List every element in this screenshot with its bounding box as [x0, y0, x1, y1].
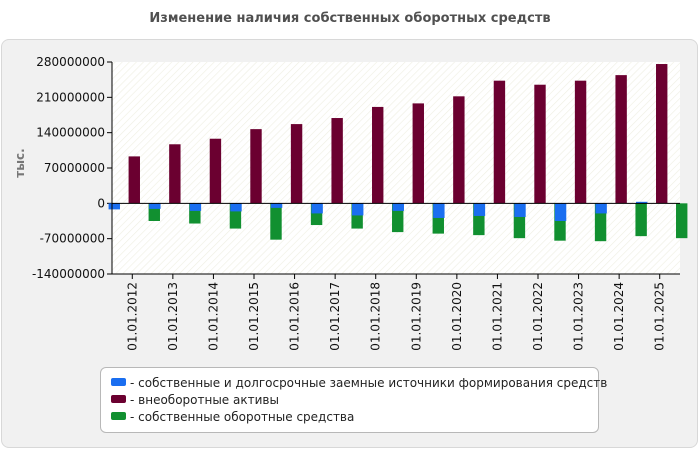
- y-tick-label: 140000000: [36, 126, 105, 140]
- bar-noncurrent-assets: [209, 138, 222, 204]
- x-tick-label: 01.01.2015: [247, 282, 261, 351]
- bar-working-capital: [392, 203, 404, 233]
- bar-sources: [636, 201, 648, 204]
- bar-noncurrent-assets: [169, 144, 181, 204]
- x-tick-label: 01.01.2025: [653, 282, 667, 351]
- bar-noncurrent-assets: [574, 80, 587, 204]
- y-tick-label: -70000000: [40, 232, 105, 246]
- bar-working-capital: [554, 203, 566, 241]
- legend-item-noncurrent-assets: - внеоборотные активы: [101, 392, 598, 409]
- plot-area: [112, 62, 680, 274]
- legend-label-noncurrent-assets: внеоборотные активы: [138, 393, 279, 407]
- bar-sources: [433, 203, 445, 218]
- bar-sources: [149, 203, 161, 209]
- x-tick-label: 01.01.2012: [125, 282, 139, 351]
- bar-noncurrent-assets: [331, 118, 343, 204]
- x-tick-label: 01.01.2021: [490, 282, 504, 351]
- y-tick-label: -140000000: [32, 267, 105, 281]
- bar-working-capital: [473, 203, 485, 236]
- bar-noncurrent-assets: [453, 96, 465, 204]
- x-tick-label: 01.01.2023: [572, 282, 586, 351]
- bar-sources: [189, 203, 202, 211]
- bar-sources: [473, 203, 486, 216]
- y-tick-label: 70000000: [44, 161, 105, 175]
- bar-working-capital: [635, 203, 647, 237]
- bar-sources: [270, 203, 283, 208]
- legend-item-working-capital: - собственные оборотные средства: [101, 409, 598, 426]
- x-tick-label: 01.01.2020: [450, 282, 464, 351]
- x-tick-label: 01.01.2018: [369, 282, 383, 351]
- bar-sources: [352, 203, 364, 216]
- bar-working-capital: [432, 203, 444, 234]
- bar-noncurrent-assets: [493, 80, 506, 204]
- x-tick-label: 01.01.2024: [612, 282, 626, 351]
- y-tick-label: 0: [97, 196, 105, 210]
- legend-item-sources: - собственные и долгосрочные заемные ист…: [101, 375, 607, 392]
- bar-working-capital: [189, 203, 201, 224]
- bar-working-capital: [270, 203, 282, 240]
- legend-swatch-working-capital: [111, 412, 126, 420]
- x-tick-label: 01.01.2022: [531, 282, 545, 351]
- bar-sources: [108, 203, 120, 210]
- bar-sources: [514, 203, 526, 217]
- x-tick-label: 01.01.2014: [206, 282, 220, 351]
- bar-sources: [595, 203, 607, 214]
- y-axis-label: тыс.: [13, 148, 27, 177]
- bar-noncurrent-assets: [412, 103, 424, 204]
- legend-swatch-noncurrent-assets: [111, 395, 126, 403]
- bar-working-capital: [229, 203, 242, 229]
- bar-working-capital: [594, 203, 607, 242]
- bar-noncurrent-assets: [128, 156, 140, 204]
- bar-noncurrent-assets: [250, 129, 262, 204]
- bar-noncurrent-assets: [290, 124, 303, 204]
- bar-working-capital: [676, 203, 688, 239]
- y-tick-label: 280000000: [36, 55, 105, 69]
- bar-working-capital: [310, 203, 323, 226]
- bar-noncurrent-assets: [372, 106, 384, 204]
- x-tick-label: 01.01.2013: [166, 282, 180, 351]
- bar-noncurrent-assets: [656, 64, 668, 204]
- x-tick-label: 01.01.2019: [409, 282, 423, 351]
- bar-working-capital: [148, 203, 160, 221]
- bar-sources: [230, 203, 242, 212]
- x-tick-label: 01.01.2016: [288, 282, 302, 351]
- y-tick-label: 210000000: [36, 90, 105, 104]
- bar-noncurrent-assets: [534, 84, 546, 204]
- legend-label-working-capital: собственные оборотные средства: [138, 410, 355, 424]
- legend-swatch-sources: [111, 378, 126, 386]
- chart-title: Изменение наличия собственных оборотных …: [149, 11, 551, 26]
- x-tick-label: 01.01.2017: [328, 282, 342, 351]
- legend: - собственные и долгосрочные заемные ист…: [100, 367, 607, 433]
- bar-working-capital: [351, 203, 363, 229]
- bar-working-capital: [513, 203, 526, 239]
- bar-noncurrent-assets: [615, 75, 627, 204]
- bar-sources: [554, 203, 567, 221]
- bar-sources: [392, 203, 404, 211]
- legend-label-sources: собственные и долгосрочные заемные источ…: [138, 376, 608, 390]
- bar-sources: [311, 203, 323, 214]
